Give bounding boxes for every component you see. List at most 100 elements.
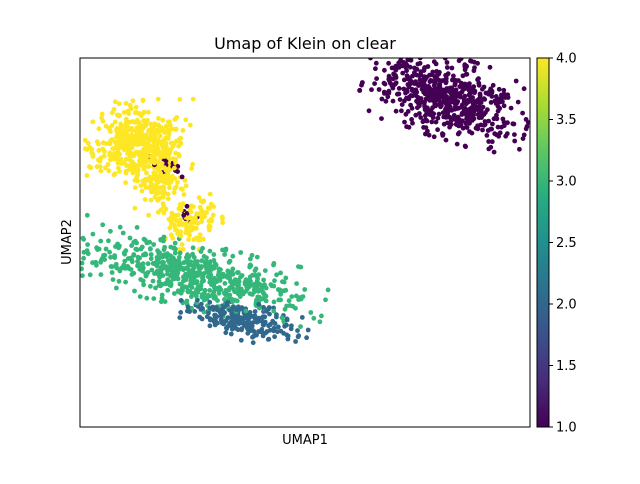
scatter-point (286, 298, 292, 304)
scatter-point (220, 216, 225, 222)
scatter-point (151, 242, 157, 247)
scatter-point (162, 130, 168, 136)
scatter-point (165, 287, 171, 293)
scatter-point (252, 309, 258, 314)
scatter-point (440, 133, 446, 138)
scatter-point (119, 265, 125, 271)
scatter-point (448, 118, 454, 123)
scatter-point (162, 165, 167, 171)
scatter-point (181, 274, 186, 280)
scatter-point (449, 90, 455, 96)
scatter-point (180, 247, 186, 252)
scatter-point (385, 94, 391, 100)
scatter-point (239, 305, 245, 310)
scatter-point (408, 102, 413, 108)
scatter-point (207, 276, 213, 282)
scatter-point (106, 238, 111, 244)
scatter-point (436, 97, 442, 103)
scatter-point (207, 271, 213, 276)
scatter-point (399, 108, 404, 114)
scatter-point (189, 227, 195, 233)
scatter-point (489, 126, 494, 132)
scatter-point (386, 88, 392, 94)
scatter-point (96, 157, 101, 163)
scatter-point (199, 219, 204, 225)
scatter-point (109, 270, 115, 275)
scatter-point (85, 242, 90, 248)
scatter-point (501, 91, 507, 97)
scatter-point (207, 299, 213, 305)
scatter-point (502, 95, 508, 100)
scatter-point (129, 145, 135, 151)
scatter-point (165, 191, 171, 197)
scatter-point (162, 299, 168, 304)
scatter-point (501, 103, 507, 109)
scatter-point (423, 125, 429, 130)
scatter-point (126, 167, 132, 173)
scatter-point (141, 109, 147, 115)
scatter-point (198, 264, 204, 269)
scatter-point (98, 168, 104, 174)
scatter-point (171, 216, 177, 221)
scatter-point (197, 211, 203, 216)
scatter-point (119, 161, 124, 167)
scatter-point (452, 82, 458, 88)
scatter-point (222, 252, 228, 257)
scatter-point (103, 246, 109, 252)
y-axis-label: UMAP2 (60, 219, 75, 265)
scatter-point (161, 238, 166, 243)
scatter-point (497, 130, 503, 136)
scatter-point (122, 251, 127, 257)
scatter-point (132, 185, 138, 191)
scatter-point (177, 136, 183, 142)
scatter-point (229, 271, 235, 276)
scatter-point (191, 263, 197, 268)
scatter-point (159, 160, 165, 166)
scatter-point (132, 205, 138, 211)
scatter-point (261, 277, 266, 283)
scatter-point (193, 293, 199, 299)
colorbar-tick-label: 3.0 (556, 175, 577, 190)
scatter-point (81, 255, 86, 261)
scatter-point (136, 111, 142, 116)
scatter-point (441, 114, 447, 120)
scatter-point (521, 132, 527, 138)
scatter-point (80, 260, 85, 266)
scatter-point (472, 90, 477, 96)
scatter-point (376, 87, 382, 92)
scatter-point (191, 277, 196, 283)
scatter-point (261, 305, 266, 310)
scatter-point (176, 254, 182, 260)
scatter-point (143, 185, 149, 191)
scatter-point (284, 303, 289, 309)
scatter-point (199, 258, 205, 264)
scatter-point (107, 152, 112, 158)
scatter-point (274, 272, 279, 278)
colorbar-gradient (537, 58, 549, 427)
scatter-point (204, 266, 210, 272)
chart-title: Umap of Klein on clear (214, 34, 396, 53)
scatter-point (284, 322, 289, 328)
scatter-point (239, 326, 245, 332)
scatter-point (319, 313, 324, 319)
scatter-point (146, 212, 152, 218)
scatter-point (84, 212, 90, 218)
scatter-point (89, 146, 95, 152)
scatter-point (432, 98, 438, 103)
scatter-point (201, 236, 206, 242)
scatter-point (311, 315, 317, 321)
scatter-point (161, 210, 167, 216)
scatter-point (116, 245, 121, 251)
scatter-point (234, 307, 239, 313)
scatter-point (425, 85, 431, 91)
scatter-point (368, 58, 373, 61)
scatter-point (323, 297, 328, 303)
colorbar-tick-label: 4.0 (556, 52, 577, 67)
scatter-point (145, 117, 150, 123)
scatter-point (476, 82, 482, 88)
scatter-point (230, 253, 236, 259)
scatter-point (238, 337, 244, 343)
scatter-point (244, 284, 250, 290)
scatter-point (227, 285, 233, 291)
scatter-point (513, 78, 519, 84)
